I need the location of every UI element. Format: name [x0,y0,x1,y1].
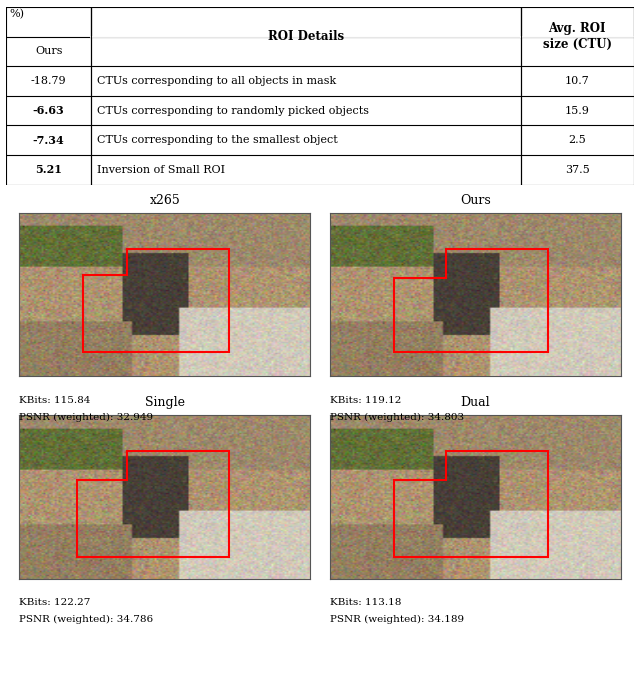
Text: CTUs corresponding to the smallest object: CTUs corresponding to the smallest objec… [97,135,338,145]
Text: KBits: 113.18: KBits: 113.18 [330,598,401,607]
Text: 15.9: 15.9 [564,106,589,116]
Text: ROI Details: ROI Details [268,30,344,43]
Text: x265: x265 [149,194,180,207]
Text: Ours: Ours [460,194,491,207]
Text: CTUs corresponding to all objects in mask: CTUs corresponding to all objects in mas… [97,76,337,86]
Text: 5.21: 5.21 [35,164,62,176]
Text: Avg. ROI
size (CTU): Avg. ROI size (CTU) [543,22,612,51]
Text: PSNR (weighted): 34.786: PSNR (weighted): 34.786 [19,615,154,624]
Text: 37.5: 37.5 [564,165,589,175]
Text: %): %) [10,9,24,19]
Text: KBits: 122.27: KBits: 122.27 [19,598,91,607]
Text: -6.63: -6.63 [33,105,65,116]
Text: CTUs corresponding to randomly picked objects: CTUs corresponding to randomly picked ob… [97,106,369,116]
Text: 10.7: 10.7 [564,76,589,86]
Text: 2.5: 2.5 [568,135,586,145]
Text: Dual: Dual [460,396,490,409]
Text: PSNR (weighted): 34.803: PSNR (weighted): 34.803 [330,413,464,422]
Text: KBits: 115.84: KBits: 115.84 [19,396,91,405]
Text: KBits: 119.12: KBits: 119.12 [330,396,401,405]
Text: PSNR (weighted): 34.189: PSNR (weighted): 34.189 [330,615,464,624]
Text: -18.79: -18.79 [31,76,67,86]
Text: Ours: Ours [35,47,63,56]
Text: -7.34: -7.34 [33,135,65,146]
Text: PSNR (weighted): 32.949: PSNR (weighted): 32.949 [19,413,154,422]
Text: Single: Single [145,396,185,409]
Text: Inversion of Small ROI: Inversion of Small ROI [97,165,225,175]
